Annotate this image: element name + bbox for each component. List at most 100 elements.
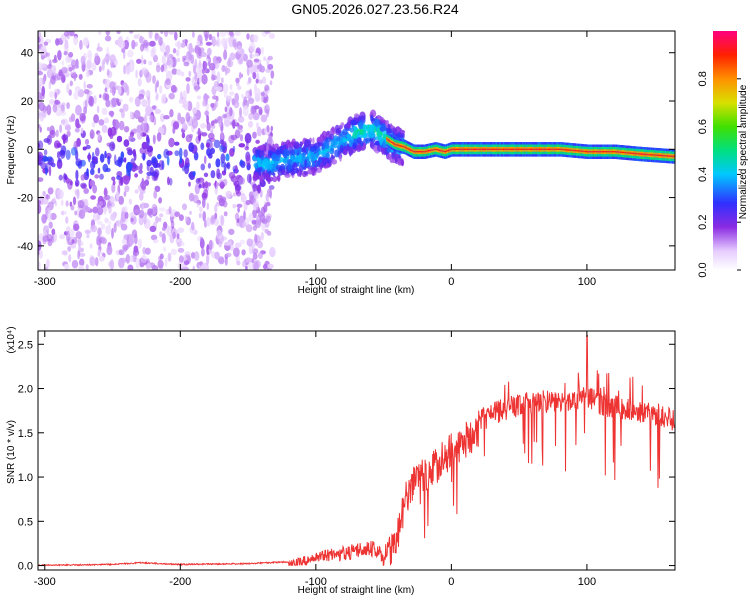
spectrogram-cell: [606, 151, 608, 153]
snr-x-label: Height of straight line (km): [298, 585, 415, 596]
spectrogram-cell: [643, 153, 645, 155]
spectrogram-cell: [267, 63, 274, 70]
spectrogram-cell: [647, 153, 649, 156]
spectrogram-cell: [174, 150, 180, 157]
spectrogram-cell: [117, 85, 122, 96]
spectrogram-cell: [105, 31, 111, 36]
spectrogram-cell: [279, 166, 283, 172]
spectrogram-cell: [373, 118, 380, 127]
spectrogram-cell: [256, 184, 261, 194]
spectrogram-cell: [611, 151, 613, 153]
spectrogram-cell: [254, 234, 261, 244]
spectrogram-cell: [99, 94, 102, 99]
spectrogram-cell: [485, 148, 487, 150]
spectrogram-cell: [125, 66, 131, 75]
snr-x-tick-label: 100: [578, 576, 596, 588]
spectrogram-cell: [128, 234, 135, 246]
spectrogram-cell: [128, 198, 133, 205]
spectrogram-cell: [414, 151, 417, 153]
spectrogram-cell: [252, 183, 258, 193]
spectrogram-cell: [476, 148, 478, 150]
spectrogram-cell: [339, 139, 343, 146]
spectrogram-cell: [331, 155, 336, 159]
spectrogram-cell: [151, 203, 158, 215]
spectrogram-cell: [47, 187, 54, 195]
spectrogram-cell: [79, 258, 85, 267]
spectrogram-cell: [134, 189, 139, 194]
spectrogram-cell: [88, 53, 93, 62]
spectrogram-cell: [475, 148, 478, 150]
spectrogram-cell: [468, 148, 471, 150]
spectrogram-cell: [400, 145, 403, 147]
spectrogram-cell: [264, 104, 270, 114]
spectrogram-cell: [52, 103, 58, 113]
spectrogram-cell: [234, 164, 238, 174]
spectrogram-cell: [304, 139, 307, 148]
spectrogram-cell: [199, 236, 204, 242]
spectrogram-cell: [631, 152, 633, 154]
spectrogram-cell: [484, 148, 486, 150]
spectrogram-cell: [203, 155, 207, 165]
spectrogram-cell: [598, 151, 601, 153]
spectrogram-cell: [65, 177, 70, 184]
spectrogram-cell: [361, 131, 365, 136]
spectrogram-cell: [176, 49, 180, 57]
spectrogram-cell: [176, 233, 180, 240]
spectrogram-cell: [253, 190, 259, 200]
spectrogram-cell: [605, 151, 608, 153]
spectrogram-cell: [83, 89, 90, 95]
spectrogram-cell: [108, 205, 112, 214]
spectrogram-cell: [163, 31, 169, 37]
spectrogram-cell: [252, 34, 259, 43]
spectrogram-cell: [258, 210, 263, 218]
spectrogram-cell: [623, 151, 626, 154]
spectrogram-cell: [563, 148, 566, 151]
spectrogram-cell: [289, 154, 296, 161]
spectrogram-cell: [259, 150, 265, 157]
spectrogram-cell: [260, 95, 264, 103]
spectrogram-cell: [242, 260, 246, 268]
spectrogram-cell: [189, 42, 193, 54]
spectrogram-cell: [41, 85, 46, 97]
spectrogram-cell: [252, 203, 259, 211]
spectrogram-cell: [225, 252, 232, 258]
spectrogram-cell: [537, 148, 539, 150]
spectrogram-cell: [421, 151, 423, 153]
spectrogram-cells: [38, 31, 675, 270]
spectrogram-cell: [252, 72, 257, 80]
spectrogram-cell: [40, 45, 47, 56]
spectrogram-cell: [77, 161, 83, 169]
spectrogram-cell: [94, 174, 100, 179]
spectrogram-cell: [50, 64, 57, 73]
spectrogram-cell: [196, 101, 200, 111]
spectrogram-cell: [534, 148, 536, 150]
spectrogram-cell: [387, 138, 389, 141]
spectrogram-cell: [533, 148, 535, 150]
spectrogram-cell: [95, 147, 100, 157]
spectrogram-cell: [155, 92, 159, 99]
spectrogram-cell: [100, 223, 106, 230]
spectrogram-cell: [216, 37, 221, 48]
spectrogram-cell: [485, 148, 488, 150]
spectrogram-cell: [206, 142, 210, 148]
spectrogram-cell: [412, 150, 415, 153]
spectrogram-cell: [101, 59, 104, 71]
spectrogram-cell: [133, 152, 137, 161]
spectrogram-cell: [64, 210, 68, 215]
snr-y-tick-label: 0.5: [18, 516, 33, 528]
spectrogram-cell: [86, 234, 90, 239]
spectrogram-cell: [144, 247, 151, 255]
spectrogram-cell: [203, 172, 209, 178]
spectrogram-cell: [50, 75, 56, 85]
spectrogram-cell: [63, 31, 70, 37]
spectrogram-cell: [308, 160, 311, 168]
spectrogram-cell: [200, 123, 207, 129]
spectrogram-cell: [187, 100, 193, 112]
spectrogram-cell: [646, 153, 648, 156]
spectrogram-cell: [139, 162, 143, 171]
spectrogram-cell: [641, 153, 644, 155]
spectrogram-cell: [56, 143, 62, 148]
spectrogram-cell: [116, 175, 121, 181]
spectrogram-cell: [160, 113, 165, 122]
